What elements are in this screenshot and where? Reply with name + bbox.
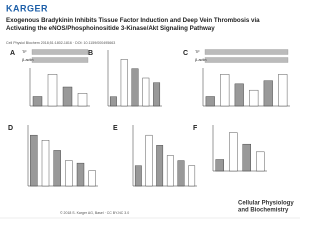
journal-line: Cellular Physiology xyxy=(238,201,294,207)
citation: Cell Physiol Biochem 2018;51:1802-1816 ·… xyxy=(6,41,115,45)
panel-label: D xyxy=(8,125,13,132)
blot-label: β-actin xyxy=(22,58,33,62)
bar xyxy=(62,86,73,107)
panel-label: F xyxy=(193,125,198,132)
bar xyxy=(242,143,251,172)
bar xyxy=(41,140,50,187)
bar xyxy=(220,74,230,107)
bar xyxy=(278,74,288,107)
bar xyxy=(88,170,96,187)
bar xyxy=(30,134,38,187)
bar xyxy=(188,165,196,187)
bar xyxy=(263,80,273,107)
blot xyxy=(204,57,289,63)
bar xyxy=(65,160,73,187)
bar xyxy=(145,134,153,187)
bar xyxy=(153,82,161,107)
bar xyxy=(120,59,128,107)
journal-line: and Biochemistry xyxy=(238,208,289,214)
blot xyxy=(31,57,89,63)
panel-label: C xyxy=(183,50,188,57)
bar xyxy=(32,96,43,107)
copyright: © 2018 S. Karger AG, Basel · CC BY-NC 3.… xyxy=(60,211,129,215)
logo: KARGER xyxy=(6,3,48,13)
blot xyxy=(31,49,89,55)
bar xyxy=(177,160,185,187)
bar xyxy=(228,132,238,172)
blot xyxy=(204,49,289,55)
bar xyxy=(134,165,142,187)
panel-label: A xyxy=(10,50,15,57)
blot-label: TF xyxy=(22,50,27,54)
panel-label: E xyxy=(113,125,118,132)
bar xyxy=(76,162,85,187)
title: Exogenous Bradykinin Inhibits Tissue Fac… xyxy=(6,17,260,32)
background xyxy=(0,0,300,225)
bar xyxy=(77,93,88,107)
bar xyxy=(215,159,224,172)
bar xyxy=(249,89,259,107)
bar xyxy=(166,155,174,187)
blot-label: TF xyxy=(195,50,200,54)
slide: KARGER © 2018 S. Karger AG, Basel · CC B… xyxy=(0,0,300,225)
bar xyxy=(205,96,215,107)
bar xyxy=(256,151,265,172)
bar xyxy=(131,68,139,107)
bar xyxy=(156,145,164,187)
bar xyxy=(234,83,244,107)
bar xyxy=(109,96,117,107)
bar xyxy=(142,77,150,107)
bar xyxy=(53,150,61,187)
blot-label: β-actin xyxy=(195,58,206,62)
bar xyxy=(47,74,58,107)
panel-label: B xyxy=(88,50,93,57)
